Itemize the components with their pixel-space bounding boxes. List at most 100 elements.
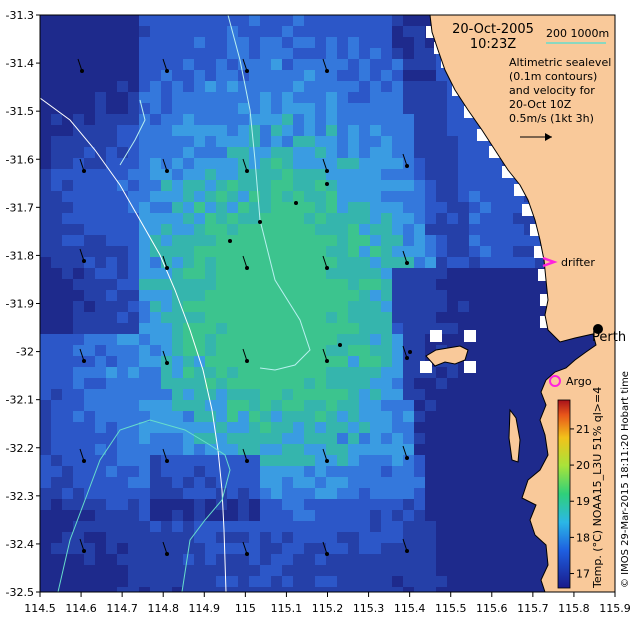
colorbar-tick-label: 20 xyxy=(576,459,590,472)
sst-pixel xyxy=(491,202,502,213)
sst-pixel xyxy=(535,389,546,400)
sst-pixel xyxy=(359,48,370,59)
sst-pixel xyxy=(447,257,458,268)
x-tick-label: 115.6 xyxy=(476,602,508,615)
sst-pixel xyxy=(249,213,260,224)
sst-pixel xyxy=(414,323,425,334)
sst-pixel xyxy=(513,235,524,246)
sst-pixel xyxy=(392,147,403,158)
sst-pixel xyxy=(403,246,414,257)
sst-pixel xyxy=(84,268,95,279)
sst-pixel xyxy=(84,169,95,180)
sst-pixel xyxy=(381,301,392,312)
sst-pixel xyxy=(194,510,205,521)
sst-pixel xyxy=(227,521,238,532)
sst-pixel xyxy=(458,257,469,268)
sst-pixel xyxy=(381,147,392,158)
sst-pixel xyxy=(40,400,51,411)
sst-pixel xyxy=(403,37,414,48)
sst-pixel xyxy=(282,466,293,477)
sst-pixel xyxy=(95,422,106,433)
sst-pixel xyxy=(172,257,183,268)
sst-pixel xyxy=(293,422,304,433)
sst-pixel xyxy=(205,312,216,323)
sst-pixel xyxy=(304,290,315,301)
sst-pixel xyxy=(304,48,315,59)
sst-pixel xyxy=(205,587,216,592)
sst-pixel xyxy=(469,323,480,334)
sst-pixel xyxy=(139,422,150,433)
sst-pixel xyxy=(414,158,425,169)
sst-pixel xyxy=(271,103,282,114)
sst-pixel xyxy=(95,125,106,136)
sst-pixel xyxy=(447,125,458,136)
sst-pixel xyxy=(348,587,359,592)
sst-pixel xyxy=(62,26,73,37)
sst-pixel xyxy=(425,400,436,411)
sst-pixel xyxy=(469,587,480,592)
sst-pixel xyxy=(491,345,502,356)
sst-pixel xyxy=(469,312,480,323)
sst-pixel xyxy=(216,521,227,532)
sst-pixel xyxy=(491,268,502,279)
sst-pixel xyxy=(227,136,238,147)
sst-pixel xyxy=(62,521,73,532)
sst-pixel xyxy=(282,48,293,59)
sst-pixel xyxy=(458,565,469,576)
sst-pixel xyxy=(282,158,293,169)
sst-pixel xyxy=(359,224,370,235)
sst-pixel xyxy=(249,37,260,48)
sst-pixel xyxy=(95,455,106,466)
sst-pixel xyxy=(513,345,524,356)
sst-pixel xyxy=(315,422,326,433)
sst-pixel xyxy=(414,257,425,268)
sst-pixel xyxy=(348,268,359,279)
sst-pixel xyxy=(161,334,172,345)
sst-pixel xyxy=(293,389,304,400)
sst-pixel xyxy=(491,246,502,257)
sst-pixel xyxy=(271,587,282,592)
sst-pixel xyxy=(227,400,238,411)
sst-pixel xyxy=(425,180,436,191)
sst-pixel xyxy=(40,59,51,70)
sst-pixel xyxy=(194,257,205,268)
sst-pixel xyxy=(139,103,150,114)
sst-pixel xyxy=(293,301,304,312)
sst-pixel xyxy=(414,125,425,136)
sst-pixel xyxy=(161,323,172,334)
sst-pixel xyxy=(436,147,447,158)
sst-pixel xyxy=(370,136,381,147)
sst-pixel xyxy=(216,378,227,389)
sst-pixel xyxy=(348,290,359,301)
sst-pixel xyxy=(183,191,194,202)
sst-pixel xyxy=(392,378,403,389)
sst-pixel xyxy=(480,510,491,521)
sst-pixel xyxy=(502,301,513,312)
sst-pixel xyxy=(502,235,513,246)
sst-pixel xyxy=(183,521,194,532)
sst-pixel xyxy=(205,345,216,356)
sst-pixel xyxy=(348,510,359,521)
sst-pixel xyxy=(403,26,414,37)
y-tick-label: -32 xyxy=(16,346,34,359)
sst-pixel xyxy=(282,26,293,37)
sst-pixel xyxy=(326,279,337,290)
sst-pixel xyxy=(205,103,216,114)
sst-pixel xyxy=(524,400,535,411)
sst-pixel xyxy=(117,499,128,510)
sst-pixel xyxy=(447,301,458,312)
sst-pixel xyxy=(161,378,172,389)
sst-pixel xyxy=(282,521,293,532)
sst-pixel xyxy=(73,202,84,213)
sst-pixel xyxy=(282,565,293,576)
sst-pixel xyxy=(425,378,436,389)
sst-pixel xyxy=(205,576,216,587)
sst-pixel xyxy=(139,477,150,488)
sst-pixel xyxy=(447,433,458,444)
sst-pixel xyxy=(183,312,194,323)
sst-pixel xyxy=(414,411,425,422)
sst-pixel xyxy=(62,312,73,323)
sst-pixel xyxy=(139,378,150,389)
sst-pixel xyxy=(370,268,381,279)
